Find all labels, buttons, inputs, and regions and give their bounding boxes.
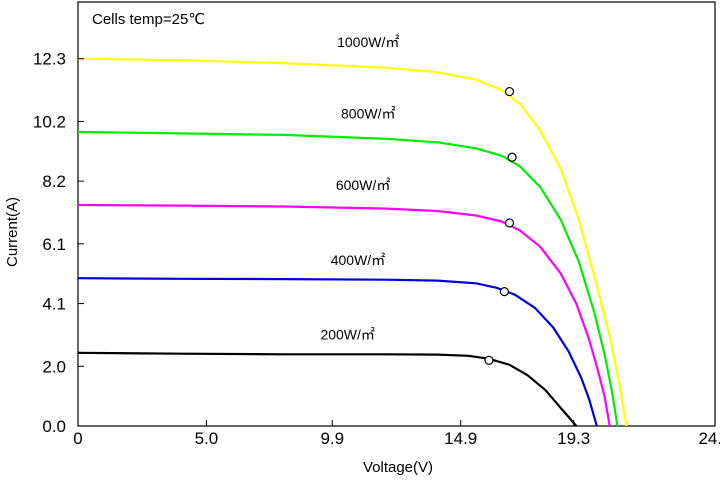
y-tick-label: 10.2 [33, 112, 66, 131]
x-tick-label: 0 [73, 429, 82, 448]
series-label: 800W/㎡ [341, 105, 395, 121]
y-axis-title: Current(A) [4, 197, 21, 267]
y-tick-label: 8.2 [42, 172, 66, 191]
mpp-marker [504, 86, 515, 97]
plot-area [77, 1, 716, 427]
y-tick-label: 4.1 [42, 295, 66, 314]
y-tick-label: 0.0 [42, 417, 66, 436]
series-line [77, 130, 619, 427]
tick-layer: 0 5.0 9.9 14.9 19.3 24.8 0.0 2.0 4.1 6.1 8.2 10.2 12… [33, 50, 720, 448]
mpp-marker [504, 218, 515, 228]
chart-annotation: Cells temp=25℃ [92, 11, 205, 28]
series-line [77, 57, 628, 427]
x-tick-label: 9.9 [320, 429, 344, 448]
x-axis-title: Voltage(V) [363, 459, 433, 476]
label-layer: 1000W/㎡ 800W/㎡ 600W/㎡ 400W/㎡ 200W/㎡ [320, 34, 399, 343]
series-label: 1000W/㎡ [337, 34, 399, 50]
series-label: 400W/㎡ [331, 252, 385, 268]
y-tick-label: 2.0 [42, 357, 66, 376]
x-tick-label: 14.9 [444, 429, 477, 448]
mpp-marker [484, 355, 494, 365]
mpp-marker [507, 152, 517, 162]
series-line [77, 203, 611, 427]
series-layer [77, 57, 628, 427]
x-tick-label: 5.0 [195, 429, 219, 448]
x-tick-label: 24.8 [698, 429, 720, 448]
x-tick-label: 19.3 [557, 429, 590, 448]
y-tick-label: 6.1 [42, 235, 66, 254]
mpp-marker [499, 287, 509, 297]
y-tick-label: 12.3 [33, 50, 66, 69]
series-label: 200W/㎡ [320, 326, 374, 342]
series-label: 600W/㎡ [336, 177, 390, 193]
